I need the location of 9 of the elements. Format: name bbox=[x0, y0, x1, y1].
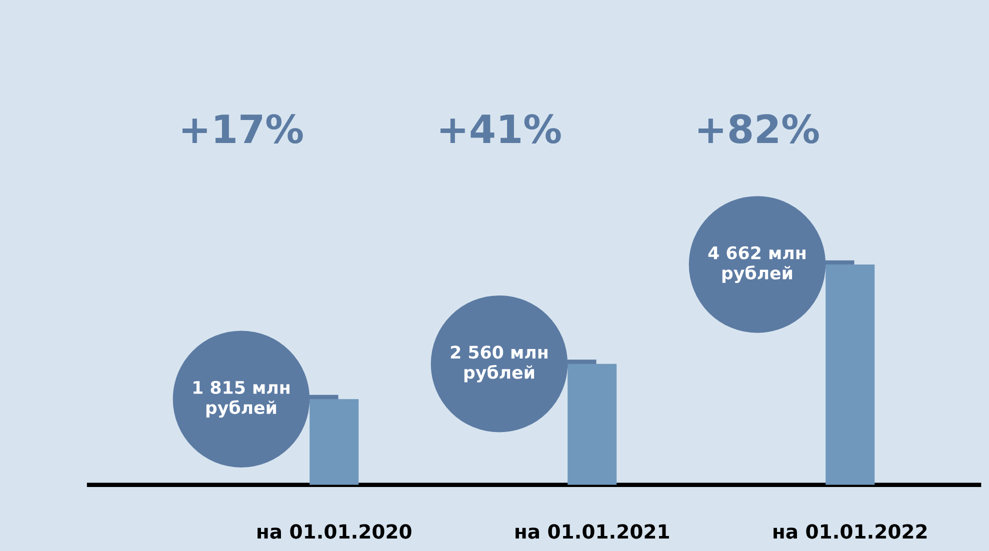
x-tick-label: на 01.01.2022 bbox=[774, 524, 927, 539]
text: +82% bbox=[698, 114, 819, 144]
data-label: 2 560 млн рублей bbox=[450, 346, 548, 382]
text: +17% bbox=[182, 114, 303, 144]
data-label: 1 815 млн рублей bbox=[194, 380, 290, 418]
data-label: 4 662 млн рублей bbox=[708, 246, 806, 284]
text: +41% bbox=[440, 114, 561, 144]
x-tick-label: на 01.01.2020 bbox=[258, 524, 412, 539]
x-tick-label: на 01.01.2021 bbox=[516, 524, 669, 539]
